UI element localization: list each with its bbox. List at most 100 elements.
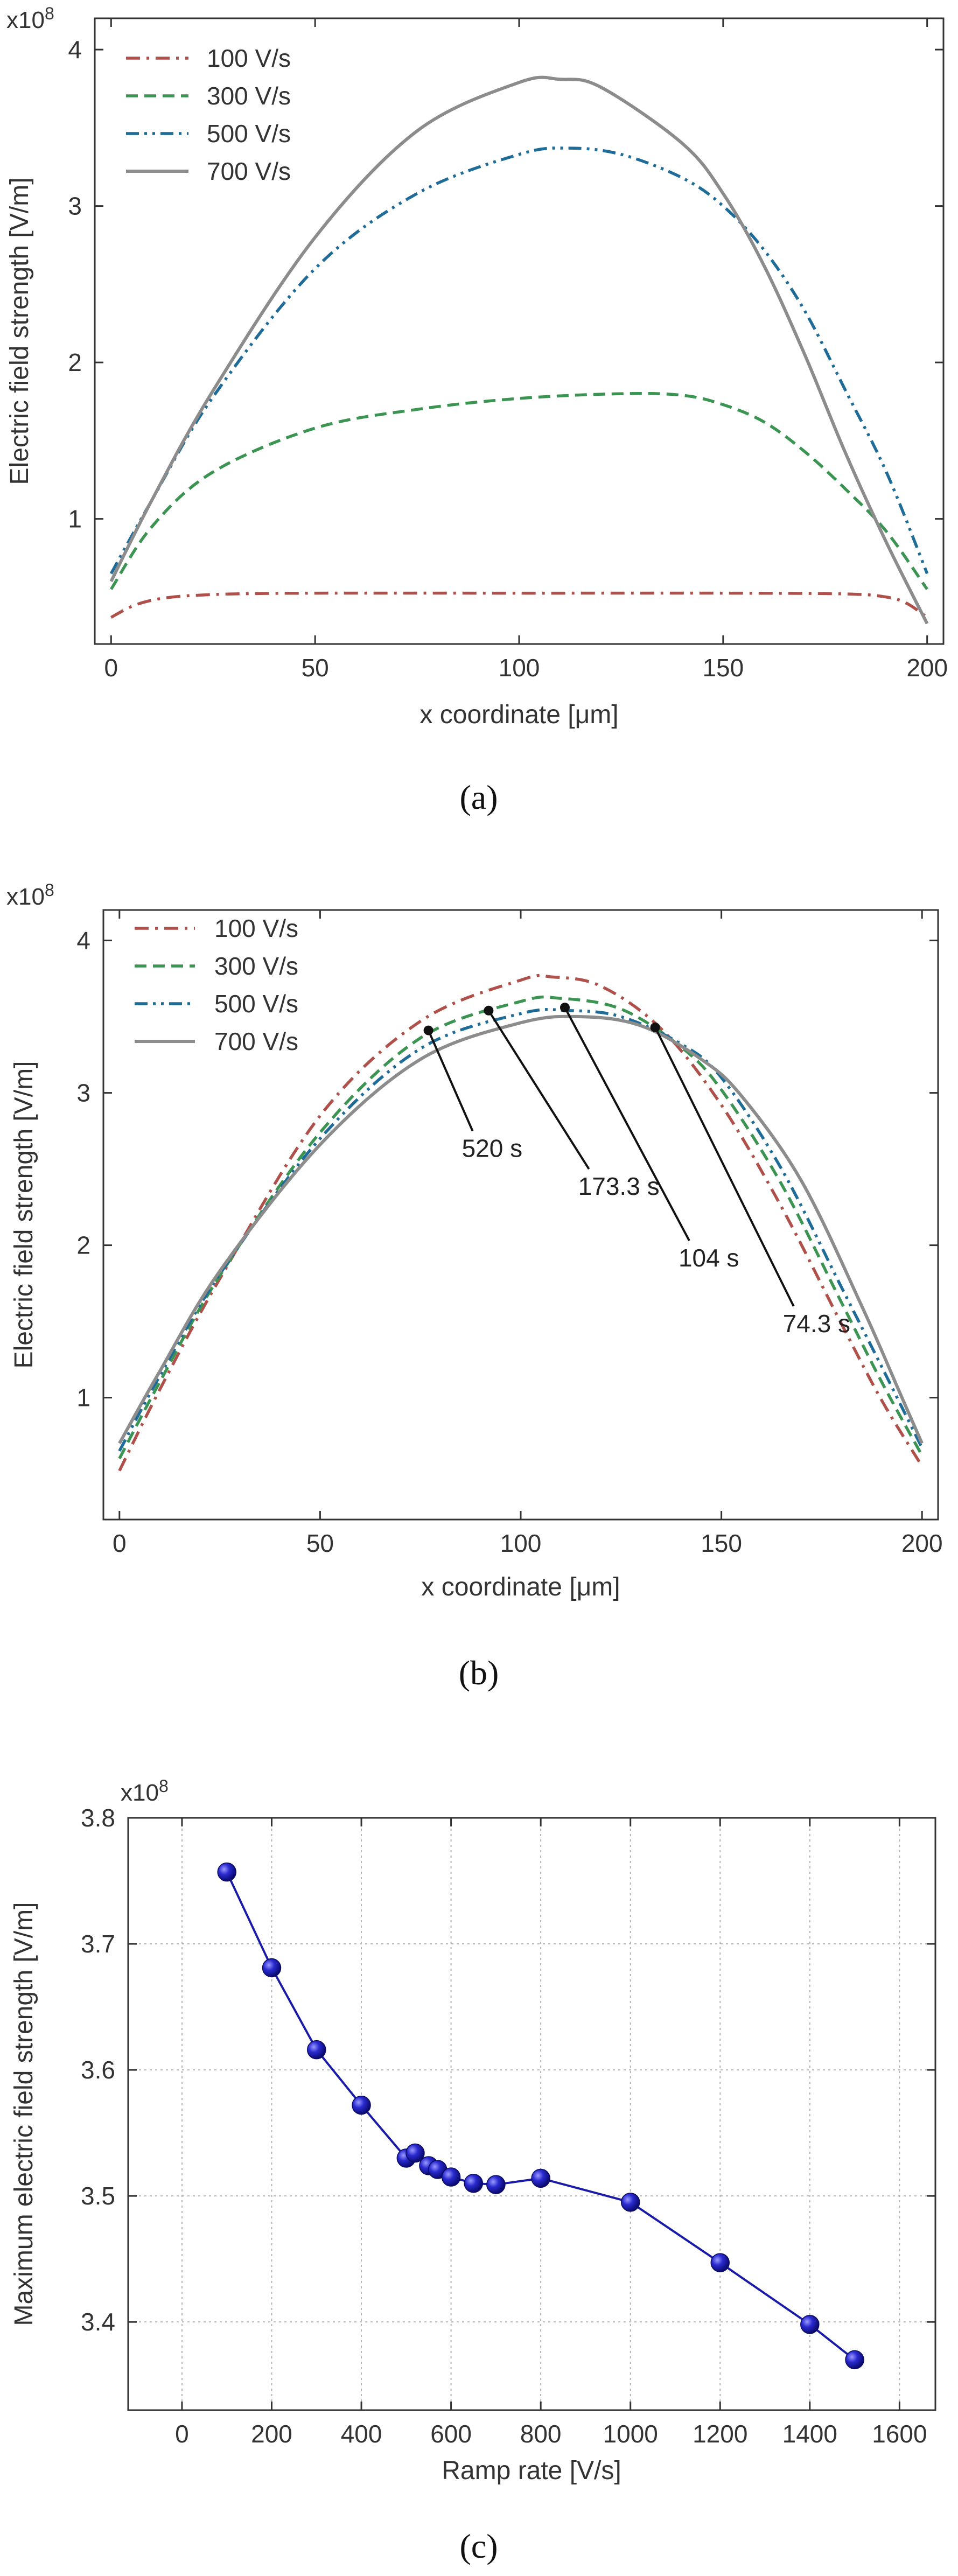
chart-b-annotations: 520 s 173.3 s 104 s 74.3 s <box>423 1003 850 1338</box>
chart-a: 0 50 100 150 200 1 2 3 4 x108 100 V/s 300 V/s 50… <box>5 4 948 816</box>
chart-b-legend: 100 V/s 300 V/s 500 V/s 700 V/s <box>135 914 298 1055</box>
chart-a-series-line-1 <box>109 391 928 590</box>
chart-b-annotation-line-0 <box>427 1030 474 1132</box>
chart-c-data-point <box>845 2350 864 2370</box>
chart-a-series-line-0 <box>110 591 928 619</box>
chart-b-xtick-label: 100 <box>500 1529 542 1557</box>
chart-a-legend-label-3: 700 V/s <box>207 157 291 185</box>
chart-c-xtick-label: 400 <box>341 2420 382 2448</box>
chart-b-ytick-label: 4 <box>76 927 90 955</box>
chart-a-xlabel: x coordinate [μm] <box>419 701 618 729</box>
chart-c-frame <box>127 1817 936 2411</box>
chart-b-legend-label-2: 500 V/s <box>214 990 298 1018</box>
chart-b-xlabel: x coordinate [μm] <box>421 1573 620 1601</box>
chart-c-data-point <box>352 2095 371 2115</box>
chart-c-ytick-label: 3.4 <box>81 2308 115 2336</box>
chart-c-data-point <box>800 2315 820 2334</box>
chart-b-annotation-label-0: 520 s <box>462 1134 523 1162</box>
chart-a-frame <box>94 17 945 645</box>
chart-b-caption: (b) <box>459 1654 499 1692</box>
chart-a-multiplier: x108 <box>6 4 54 33</box>
chart-c-ytick-label: 3.8 <box>81 1804 115 1832</box>
chart-b: 520 s 173.3 s 104 s 74.3 s 0 50 100 150 200 1… <box>6 880 943 1692</box>
chart-b-multiplier-base: x10 <box>6 884 45 910</box>
chart-a-caption: (a) <box>459 778 498 816</box>
chart-a-lines <box>109 75 929 625</box>
chart-c-xtick-label: 1600 <box>872 2420 927 2448</box>
chart-a-multiplier-base: x10 <box>6 7 45 33</box>
chart-a-series-line-3 <box>109 75 929 625</box>
chart-b-annotation-dot-2 <box>560 1003 570 1013</box>
chart-c-multiplier: x108 <box>121 1776 169 1806</box>
chart-c-multiplier-base: x10 <box>121 1780 159 1806</box>
chart-a-legend-label-0: 100 V/s <box>207 44 291 72</box>
chart-a-ytick-label: 3 <box>68 192 82 220</box>
chart-b-xtick-label: 0 <box>113 1529 127 1557</box>
chart-b-annotation-line-3 <box>654 1027 795 1307</box>
chart-b-annotation-label-1: 173.3 s <box>578 1172 660 1200</box>
chart-b-ytick-label: 3 <box>76 1079 90 1107</box>
chart-a-legend: 100 V/s 300 V/s 500 V/s 700 V/s <box>126 44 291 185</box>
chart-b-xtick-label: 200 <box>901 1529 943 1557</box>
chart-c-data-point <box>262 1958 282 1978</box>
chart-b-legend-label-0: 100 V/s <box>214 914 298 942</box>
chart-a-xtick-label: 50 <box>302 654 329 682</box>
chart-a-multiplier-exp: 8 <box>45 4 54 23</box>
chart-c-data-point <box>710 2253 730 2272</box>
chart-a-ytick-label: 2 <box>68 348 82 376</box>
chart-a-legend-label-1: 300 V/s <box>207 82 291 110</box>
chart-c-ytick-label: 3.6 <box>81 2056 115 2084</box>
chart-c-data-point <box>405 2143 425 2163</box>
chart-c-xtick-label: 0 <box>175 2420 189 2448</box>
chart-c-data-point <box>441 2167 461 2187</box>
chart-b-annotation-label-3: 74.3 s <box>783 1310 850 1338</box>
chart-b-legend-label-1: 300 V/s <box>214 952 298 980</box>
chart-c-xtick-label: 1400 <box>782 2420 837 2448</box>
chart-b-annotation-line-1 <box>487 1010 590 1170</box>
chart-c-caption: (c) <box>459 2527 498 2565</box>
chart-b-ylabel: Electric field strength [V/m] <box>10 1061 38 1369</box>
chart-b-ticks: 0 50 100 150 200 1 2 3 4 <box>76 910 943 1557</box>
chart-b-annotation-line-2 <box>564 1007 690 1242</box>
chart-c-xtick-label: 800 <box>520 2420 562 2448</box>
chart-c-data-point <box>217 1862 236 1882</box>
chart-a-series-line-2 <box>109 146 929 575</box>
chart-b-annotation-dot-3 <box>650 1022 660 1032</box>
chart-b-xtick-label: 50 <box>306 1529 334 1557</box>
chart-c-ylabel: Maximum electric field strength [V/m] <box>10 1902 38 2326</box>
chart-b-multiplier-exp: 8 <box>45 880 54 900</box>
chart-c-data-point <box>464 2173 483 2193</box>
chart-c-grid <box>128 1817 935 2410</box>
chart-a-xtick-label: 0 <box>104 654 118 682</box>
chart-c-markers <box>217 1862 864 2370</box>
chart-c-data-point <box>620 2193 640 2212</box>
chart-b-series-line-2 <box>118 1008 924 1452</box>
chart-c-ytick-label: 3.5 <box>81 2182 115 2210</box>
chart-b-annotation-dot-1 <box>484 1005 494 1016</box>
chart-b-ytick-label: 2 <box>76 1231 90 1259</box>
chart-a-ytick-label: 1 <box>68 505 82 533</box>
chart-b-series-line-1 <box>118 995 924 1460</box>
chart-a-ticks: 0 50 100 150 200 1 2 3 4 <box>68 18 948 682</box>
chart-b-annotation-label-2: 104 s <box>679 1244 739 1272</box>
chart-c-xtick-label: 1000 <box>603 2420 658 2448</box>
chart-c-xtick-label: 600 <box>430 2420 472 2448</box>
chart-c-multiplier-exp: 8 <box>159 1776 169 1796</box>
chart-a-xtick-label: 150 <box>702 654 744 682</box>
chart-c-xlabel: Ramp rate [V/s] <box>442 2456 621 2485</box>
chart-b-series-line-3 <box>118 1014 924 1444</box>
chart-c-data-point <box>531 2168 550 2188</box>
chart-a-ylabel: Electric field strength [V/m] <box>5 178 34 485</box>
chart-b-annotation-dot-0 <box>423 1025 433 1035</box>
chart-c-xtick-label: 1200 <box>693 2420 747 2448</box>
chart-b-lines <box>118 974 924 1472</box>
chart-c-xtick-label: 200 <box>251 2420 292 2448</box>
chart-b-multiplier: x108 <box>6 880 54 910</box>
chart-c-data-point <box>486 2175 506 2194</box>
chart-b-ytick-label: 1 <box>76 1384 90 1412</box>
chart-b-legend-label-3: 700 V/s <box>214 1027 298 1055</box>
chart-c-data-point <box>307 2040 326 2060</box>
chart-c-ytick-label: 3.7 <box>81 1930 115 1958</box>
chart-a-xtick-label: 100 <box>499 654 540 682</box>
